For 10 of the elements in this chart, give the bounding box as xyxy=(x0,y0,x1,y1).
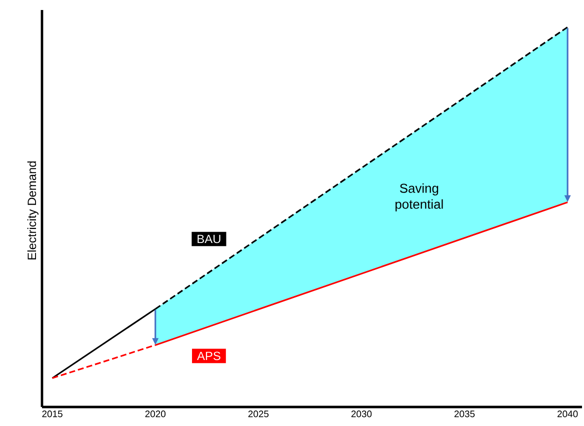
x-tick-label: 2035 xyxy=(454,410,475,418)
x-tick-label: 2040 xyxy=(558,410,578,418)
series-label: APS xyxy=(197,352,220,360)
annotation: Saving potential xyxy=(396,183,443,212)
series-label: BAU xyxy=(198,234,220,244)
x-tick-label: 2025 xyxy=(248,410,269,418)
y-axis-title: Electricity Demand xyxy=(27,161,38,260)
x-tick-label: 2030 xyxy=(351,410,372,418)
x-tick-label: 2020 xyxy=(145,410,166,418)
x-tick-label: 2015 xyxy=(42,410,62,418)
